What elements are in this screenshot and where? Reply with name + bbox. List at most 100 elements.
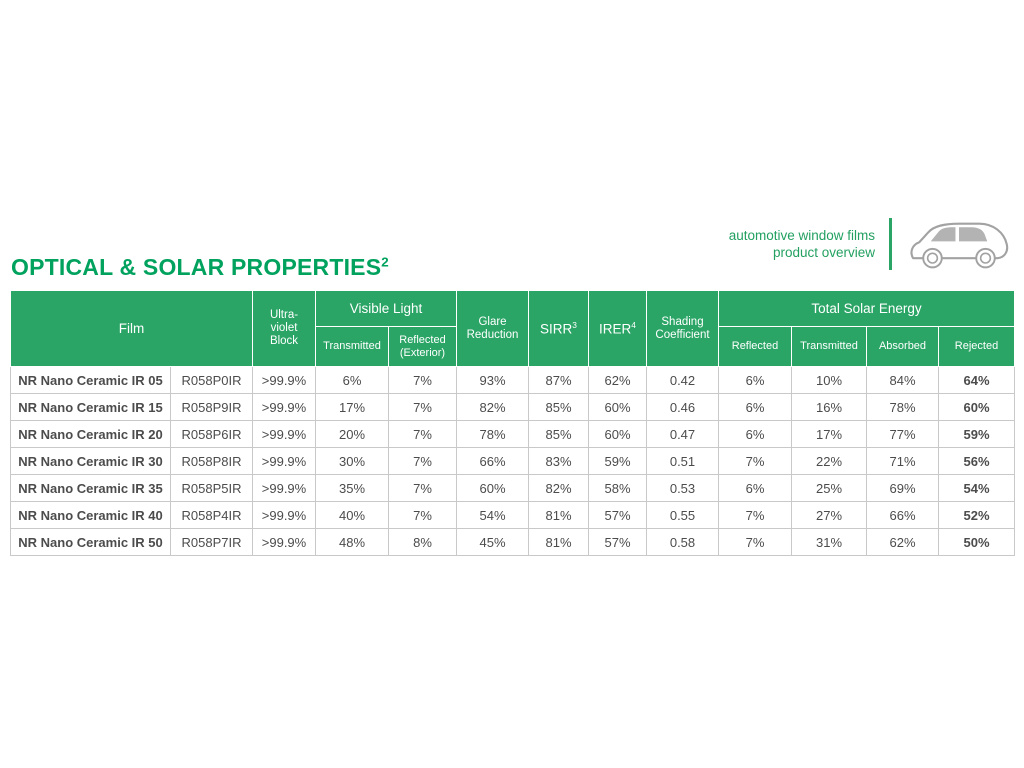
vlt-reflected-cell: 7% bbox=[388, 393, 457, 421]
sirr-cell: 82% bbox=[528, 474, 589, 502]
optical-solar-properties-table: Film Ultra-violet Block Visible Light Gl… bbox=[10, 290, 1015, 556]
glare-reduction-cell: 93% bbox=[456, 366, 529, 394]
tse-reflected-cell: 6% bbox=[718, 420, 792, 448]
irer-cell: 60% bbox=[588, 393, 647, 421]
tse-rejected-cell: 50% bbox=[938, 528, 1015, 556]
header-tse-transmitted: Transmitted bbox=[791, 326, 867, 367]
uv-block-cell: >99.9% bbox=[252, 528, 316, 556]
tse-transmitted-cell: 10% bbox=[791, 366, 867, 394]
table-row: NR Nano Ceramic IR 30 R058P8IR >99.9% 30% 7%… bbox=[10, 447, 1015, 475]
tse-absorbed-cell: 69% bbox=[866, 474, 939, 502]
film-name-cell: NR Nano Ceramic IR 30 bbox=[10, 447, 171, 475]
sirr-cell: 83% bbox=[528, 447, 589, 475]
vlt-transmitted-cell: 40% bbox=[315, 501, 389, 529]
brand-line1: automotive window films bbox=[728, 228, 875, 243]
header-tse-absorbed: Absorbed bbox=[866, 326, 939, 367]
brand-divider bbox=[889, 218, 892, 270]
vlt-transmitted-cell: 17% bbox=[315, 393, 389, 421]
tse-transmitted-cell: 27% bbox=[791, 501, 867, 529]
film-code-cell: R058P5IR bbox=[170, 474, 253, 502]
film-name-cell: NR Nano Ceramic IR 35 bbox=[10, 474, 171, 502]
tse-transmitted-cell: 22% bbox=[791, 447, 867, 475]
tse-transmitted-cell: 17% bbox=[791, 420, 867, 448]
film-code-cell: R058P8IR bbox=[170, 447, 253, 475]
tse-rejected-cell: 52% bbox=[938, 501, 1015, 529]
table-row: NR Nano Ceramic IR 05 R058P0IR >99.9% 6% 7% 9… bbox=[10, 366, 1015, 394]
sirr-cell: 81% bbox=[528, 528, 589, 556]
sirr-cell: 81% bbox=[528, 501, 589, 529]
uv-block-cell: >99.9% bbox=[252, 393, 316, 421]
tse-absorbed-cell: 84% bbox=[866, 366, 939, 394]
vlt-transmitted-cell: 48% bbox=[315, 528, 389, 556]
film-name-cell: NR Nano Ceramic IR 40 bbox=[10, 501, 171, 529]
shading-coefficient-cell: 0.55 bbox=[646, 501, 719, 529]
header-uv-block: Ultra-violet Block bbox=[252, 290, 316, 367]
irer-cell: 57% bbox=[588, 528, 647, 556]
header-vlt-transmitted: Transmitted bbox=[315, 326, 389, 367]
car-icon bbox=[906, 217, 1012, 271]
irer-cell: 59% bbox=[588, 447, 647, 475]
header-irer: IRER4 bbox=[588, 290, 647, 367]
header-film: Film bbox=[10, 290, 253, 367]
tse-reflected-cell: 6% bbox=[718, 393, 792, 421]
film-code-cell: R058P9IR bbox=[170, 393, 253, 421]
shading-coefficient-cell: 0.46 bbox=[646, 393, 719, 421]
header-visible-light: Visible Light bbox=[315, 290, 457, 327]
page-title-text: OPTICAL & SOLAR PROPERTIES bbox=[11, 254, 382, 280]
glare-reduction-cell: 60% bbox=[456, 474, 529, 502]
table-row: NR Nano Ceramic IR 15 R058P9IR >99.9% 17% 7%… bbox=[10, 393, 1015, 421]
table-row: NR Nano Ceramic IR 50 R058P7IR >99.9% 48% 8%… bbox=[10, 528, 1015, 556]
film-name-cell: NR Nano Ceramic IR 50 bbox=[10, 528, 171, 556]
vlt-reflected-cell: 7% bbox=[388, 501, 457, 529]
vlt-reflected-cell: 8% bbox=[388, 528, 457, 556]
brand-text: automotive window films product overview bbox=[729, 227, 875, 261]
page-title: OPTICAL & SOLAR PROPERTIES2 bbox=[11, 254, 389, 281]
shading-coefficient-cell: 0.53 bbox=[646, 474, 719, 502]
table-row: NR Nano Ceramic IR 20 R058P6IR >99.9% 20% 7%… bbox=[10, 420, 1015, 448]
tse-transmitted-cell: 31% bbox=[791, 528, 867, 556]
irer-cell: 57% bbox=[588, 501, 647, 529]
irer-cell: 60% bbox=[588, 420, 647, 448]
vlt-transmitted-cell: 30% bbox=[315, 447, 389, 475]
film-name-cell: NR Nano Ceramic IR 15 bbox=[10, 393, 171, 421]
header-vlt-reflected-exterior: Reflected (Exterior) bbox=[388, 326, 457, 367]
shading-coefficient-cell: 0.51 bbox=[646, 447, 719, 475]
irer-cell: 62% bbox=[588, 366, 647, 394]
table-body: NR Nano Ceramic IR 05 R058P0IR >99.9% 6% 7% 9… bbox=[10, 366, 1015, 556]
sirr-cell: 85% bbox=[528, 420, 589, 448]
uv-block-cell: >99.9% bbox=[252, 501, 316, 529]
tse-rejected-cell: 59% bbox=[938, 420, 1015, 448]
shading-coefficient-cell: 0.42 bbox=[646, 366, 719, 394]
uv-block-cell: >99.9% bbox=[252, 474, 316, 502]
tse-rejected-cell: 60% bbox=[938, 393, 1015, 421]
header-tse-reflected: Reflected bbox=[718, 326, 792, 367]
tse-rejected-cell: 64% bbox=[938, 366, 1015, 394]
film-code-cell: R058P7IR bbox=[170, 528, 253, 556]
film-code-cell: R058P0IR bbox=[170, 366, 253, 394]
table-row: NR Nano Ceramic IR 40 R058P4IR >99.9% 40% 7%… bbox=[10, 501, 1015, 529]
brand-block: automotive window films product overview bbox=[729, 216, 1012, 272]
glare-reduction-cell: 66% bbox=[456, 447, 529, 475]
tse-rejected-cell: 54% bbox=[938, 474, 1015, 502]
vlt-transmitted-cell: 35% bbox=[315, 474, 389, 502]
film-code-cell: R058P4IR bbox=[170, 501, 253, 529]
vlt-reflected-cell: 7% bbox=[388, 420, 457, 448]
header-tse-rejected: Rejected bbox=[938, 326, 1015, 367]
film-code-cell: R058P6IR bbox=[170, 420, 253, 448]
header-sirr: SIRR3 bbox=[528, 290, 589, 367]
tse-absorbed-cell: 78% bbox=[866, 393, 939, 421]
vlt-transmitted-cell: 6% bbox=[315, 366, 389, 394]
table-row: NR Nano Ceramic IR 35 R058P5IR >99.9% 35% 7%… bbox=[10, 474, 1015, 502]
tse-absorbed-cell: 71% bbox=[866, 447, 939, 475]
tse-reflected-cell: 6% bbox=[718, 366, 792, 394]
film-name-cell: NR Nano Ceramic IR 20 bbox=[10, 420, 171, 448]
shading-coefficient-cell: 0.58 bbox=[646, 528, 719, 556]
table-header: Film Ultra-violet Block Visible Light Gl… bbox=[10, 290, 1015, 367]
tse-reflected-cell: 7% bbox=[718, 447, 792, 475]
tse-reflected-cell: 7% bbox=[718, 501, 792, 529]
tse-absorbed-cell: 66% bbox=[866, 501, 939, 529]
uv-block-cell: >99.9% bbox=[252, 420, 316, 448]
tse-reflected-cell: 6% bbox=[718, 474, 792, 502]
glare-reduction-cell: 78% bbox=[456, 420, 529, 448]
